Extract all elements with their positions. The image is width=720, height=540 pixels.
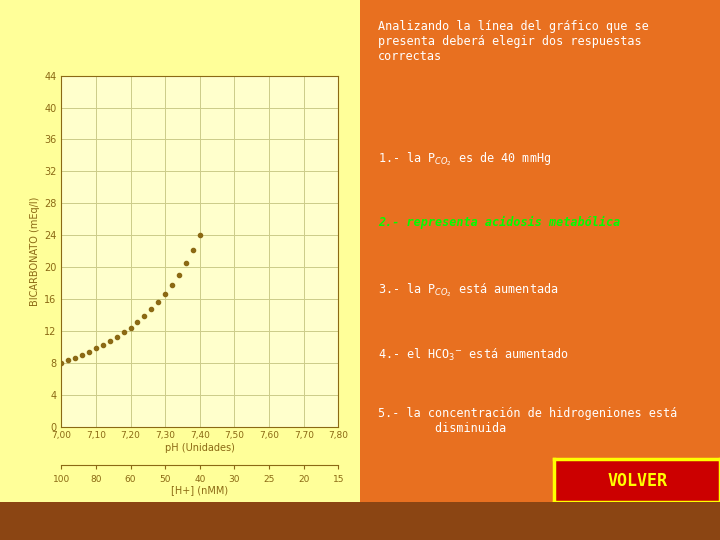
Text: 4.- el HCO$_{3}$$^{-}$ está aumentado: 4.- el HCO$_{3}$$^{-}$ está aumentado	[378, 347, 569, 363]
Point	[187, 246, 199, 255]
Text: 2.- representa acidosis metabólica: 2.- representa acidosis metabólica	[378, 216, 620, 229]
Point	[69, 354, 81, 362]
Point	[104, 337, 115, 346]
X-axis label: pH (Unidades): pH (Unidades)	[165, 443, 235, 453]
Point	[180, 259, 192, 267]
Point	[145, 305, 157, 314]
Point	[125, 323, 136, 332]
Point	[194, 231, 205, 239]
Point	[111, 333, 122, 342]
Text: 5.- la concentración de hidrogeniones está
        disminuida: 5.- la concentración de hidrogeniones es…	[378, 407, 678, 435]
Text: 1.- la P$_{CO_2}$ es de 40 mmHg: 1.- la P$_{CO_2}$ es de 40 mmHg	[378, 151, 551, 168]
Y-axis label: BICARBONATO (mEq/l): BICARBONATO (mEq/l)	[30, 197, 40, 306]
Point	[166, 281, 178, 290]
Text: 3.- la P$_{CO_2}$ está aumentada: 3.- la P$_{CO_2}$ está aumentada	[378, 281, 558, 299]
Point	[90, 344, 102, 353]
Point	[63, 356, 74, 364]
Text: VOLVER: VOLVER	[607, 471, 667, 490]
Point	[174, 271, 185, 279]
Point	[138, 312, 150, 320]
Text: Analizando la línea del gráfico que se
presenta deberá elegir dos respuestas
cor: Analizando la línea del gráfico que se p…	[378, 20, 649, 63]
Point	[55, 359, 67, 367]
Point	[76, 350, 88, 359]
Point	[159, 290, 171, 299]
Point	[118, 328, 130, 337]
Point	[132, 318, 143, 326]
Point	[97, 341, 109, 349]
Point	[153, 298, 164, 307]
X-axis label: [H+] (nMM): [H+] (nMM)	[171, 485, 228, 495]
Point	[83, 347, 94, 356]
